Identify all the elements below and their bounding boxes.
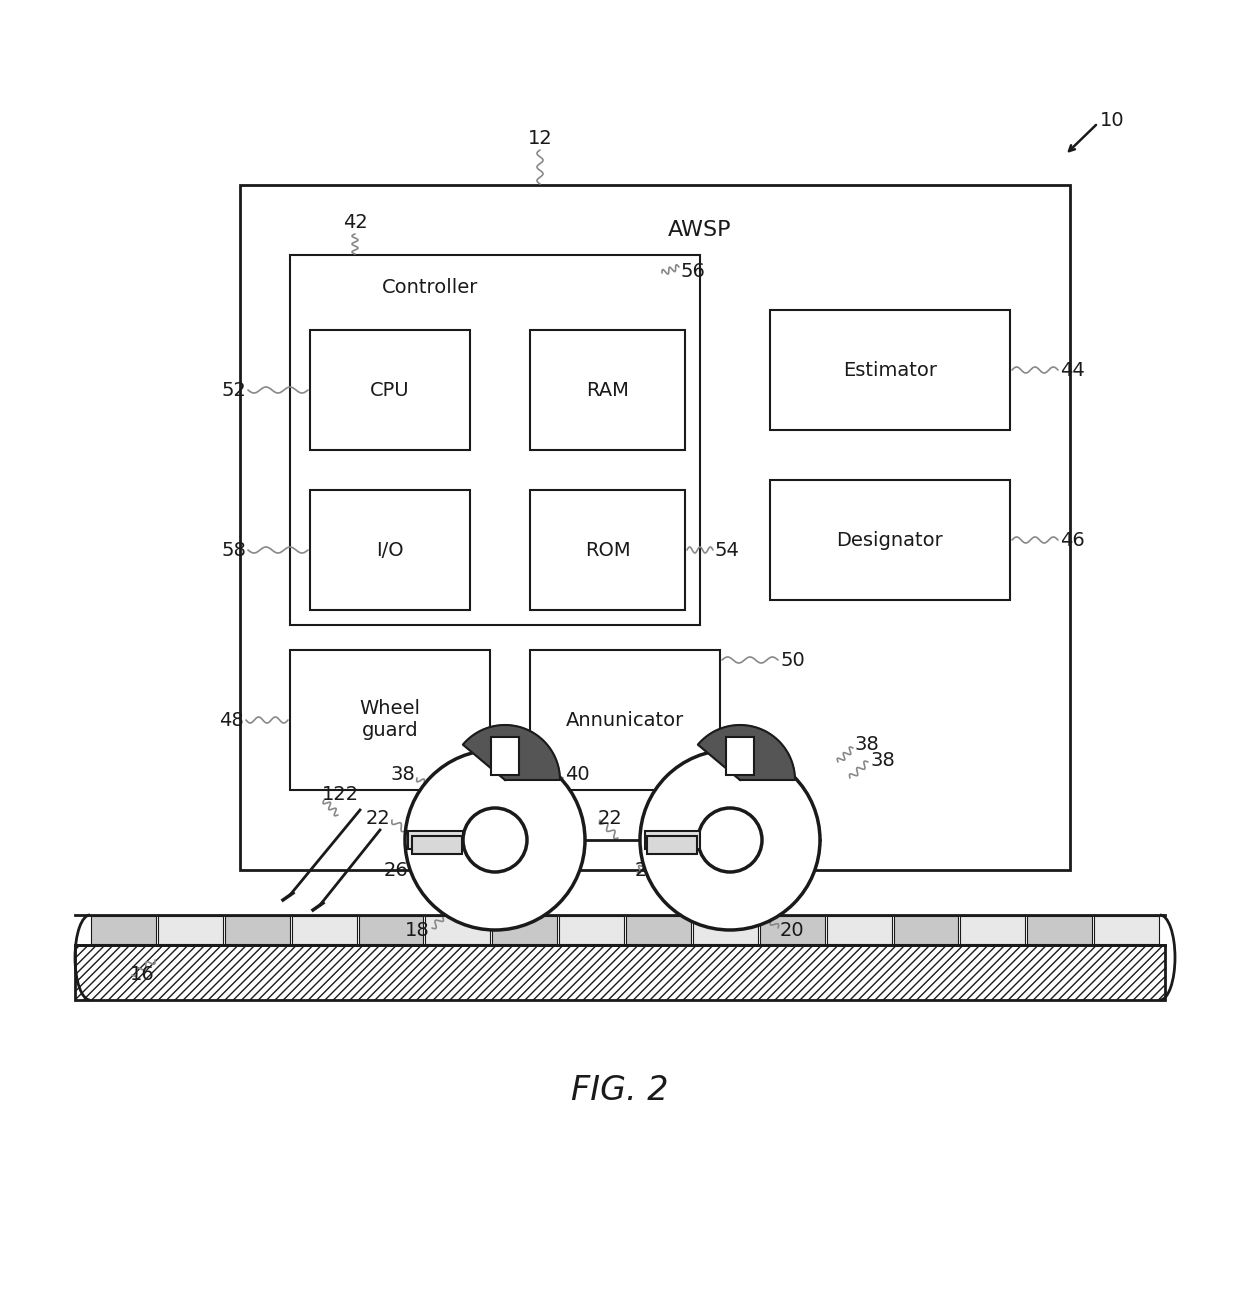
Bar	[725, 737, 754, 776]
Text: 10: 10	[1100, 110, 1125, 130]
Text: 40: 40	[750, 760, 775, 779]
Bar	[310, 490, 470, 610]
Text: 38: 38	[870, 751, 895, 769]
Text: 42: 42	[342, 213, 367, 232]
Text: 58: 58	[221, 541, 246, 559]
Text: Wheel
guard: Wheel guard	[360, 699, 420, 741]
Text: 56: 56	[680, 262, 704, 281]
Bar	[224, 916, 290, 944]
Bar	[559, 916, 624, 944]
Bar	[290, 650, 490, 790]
Text: 22: 22	[598, 808, 622, 827]
Bar	[626, 916, 691, 944]
Bar	[74, 946, 1166, 1000]
Bar	[408, 831, 463, 850]
Text: 20: 20	[780, 921, 805, 939]
Polygon shape	[698, 725, 795, 779]
Text: Designator: Designator	[837, 530, 944, 550]
Text: 54: 54	[715, 541, 740, 559]
Circle shape	[405, 750, 585, 930]
Text: 38: 38	[856, 735, 879, 755]
Text: 26: 26	[383, 860, 408, 879]
Bar	[241, 185, 1070, 870]
Text: 50: 50	[780, 651, 805, 669]
Text: 18: 18	[405, 921, 430, 939]
Bar	[291, 916, 357, 944]
Bar	[760, 916, 825, 944]
Text: Controller: Controller	[382, 278, 479, 297]
Text: I/O: I/O	[376, 541, 404, 559]
Polygon shape	[463, 725, 560, 779]
Bar	[492, 916, 557, 944]
Bar	[91, 916, 156, 944]
Bar	[645, 831, 699, 850]
Text: 12: 12	[528, 128, 552, 148]
Bar	[529, 650, 720, 790]
Bar	[412, 837, 463, 853]
Text: 22: 22	[366, 808, 391, 827]
Bar	[529, 490, 684, 610]
Text: ROM: ROM	[585, 541, 630, 559]
Text: FIG. 2: FIG. 2	[572, 1074, 668, 1106]
Text: Annunicator: Annunicator	[565, 711, 684, 729]
Bar	[693, 916, 758, 944]
Bar	[1027, 916, 1092, 944]
Text: Estimator: Estimator	[843, 361, 937, 380]
Bar	[827, 916, 892, 944]
Bar	[894, 916, 959, 944]
Text: 26: 26	[635, 860, 660, 879]
Bar	[310, 329, 470, 450]
Bar	[290, 256, 701, 625]
Bar	[647, 837, 697, 853]
Text: 40: 40	[565, 765, 590, 785]
Text: 16: 16	[130, 965, 155, 984]
Text: CPU: CPU	[371, 380, 409, 399]
Bar	[1094, 916, 1159, 944]
Bar	[74, 914, 1171, 946]
Bar	[770, 310, 1011, 431]
Text: 44: 44	[1060, 361, 1085, 380]
Text: RAM: RAM	[587, 380, 629, 399]
Text: 122: 122	[322, 786, 360, 804]
Bar	[425, 916, 490, 944]
Text: 52: 52	[221, 380, 246, 399]
Bar	[770, 480, 1011, 601]
Bar	[157, 916, 223, 944]
Circle shape	[640, 750, 820, 930]
Bar	[960, 916, 1025, 944]
Bar	[491, 737, 520, 776]
Bar	[529, 329, 684, 450]
Text: AWSP: AWSP	[668, 220, 732, 240]
Text: 48: 48	[219, 711, 244, 729]
Text: 46: 46	[1060, 530, 1085, 550]
Bar	[358, 916, 423, 944]
Text: 38: 38	[391, 765, 415, 785]
